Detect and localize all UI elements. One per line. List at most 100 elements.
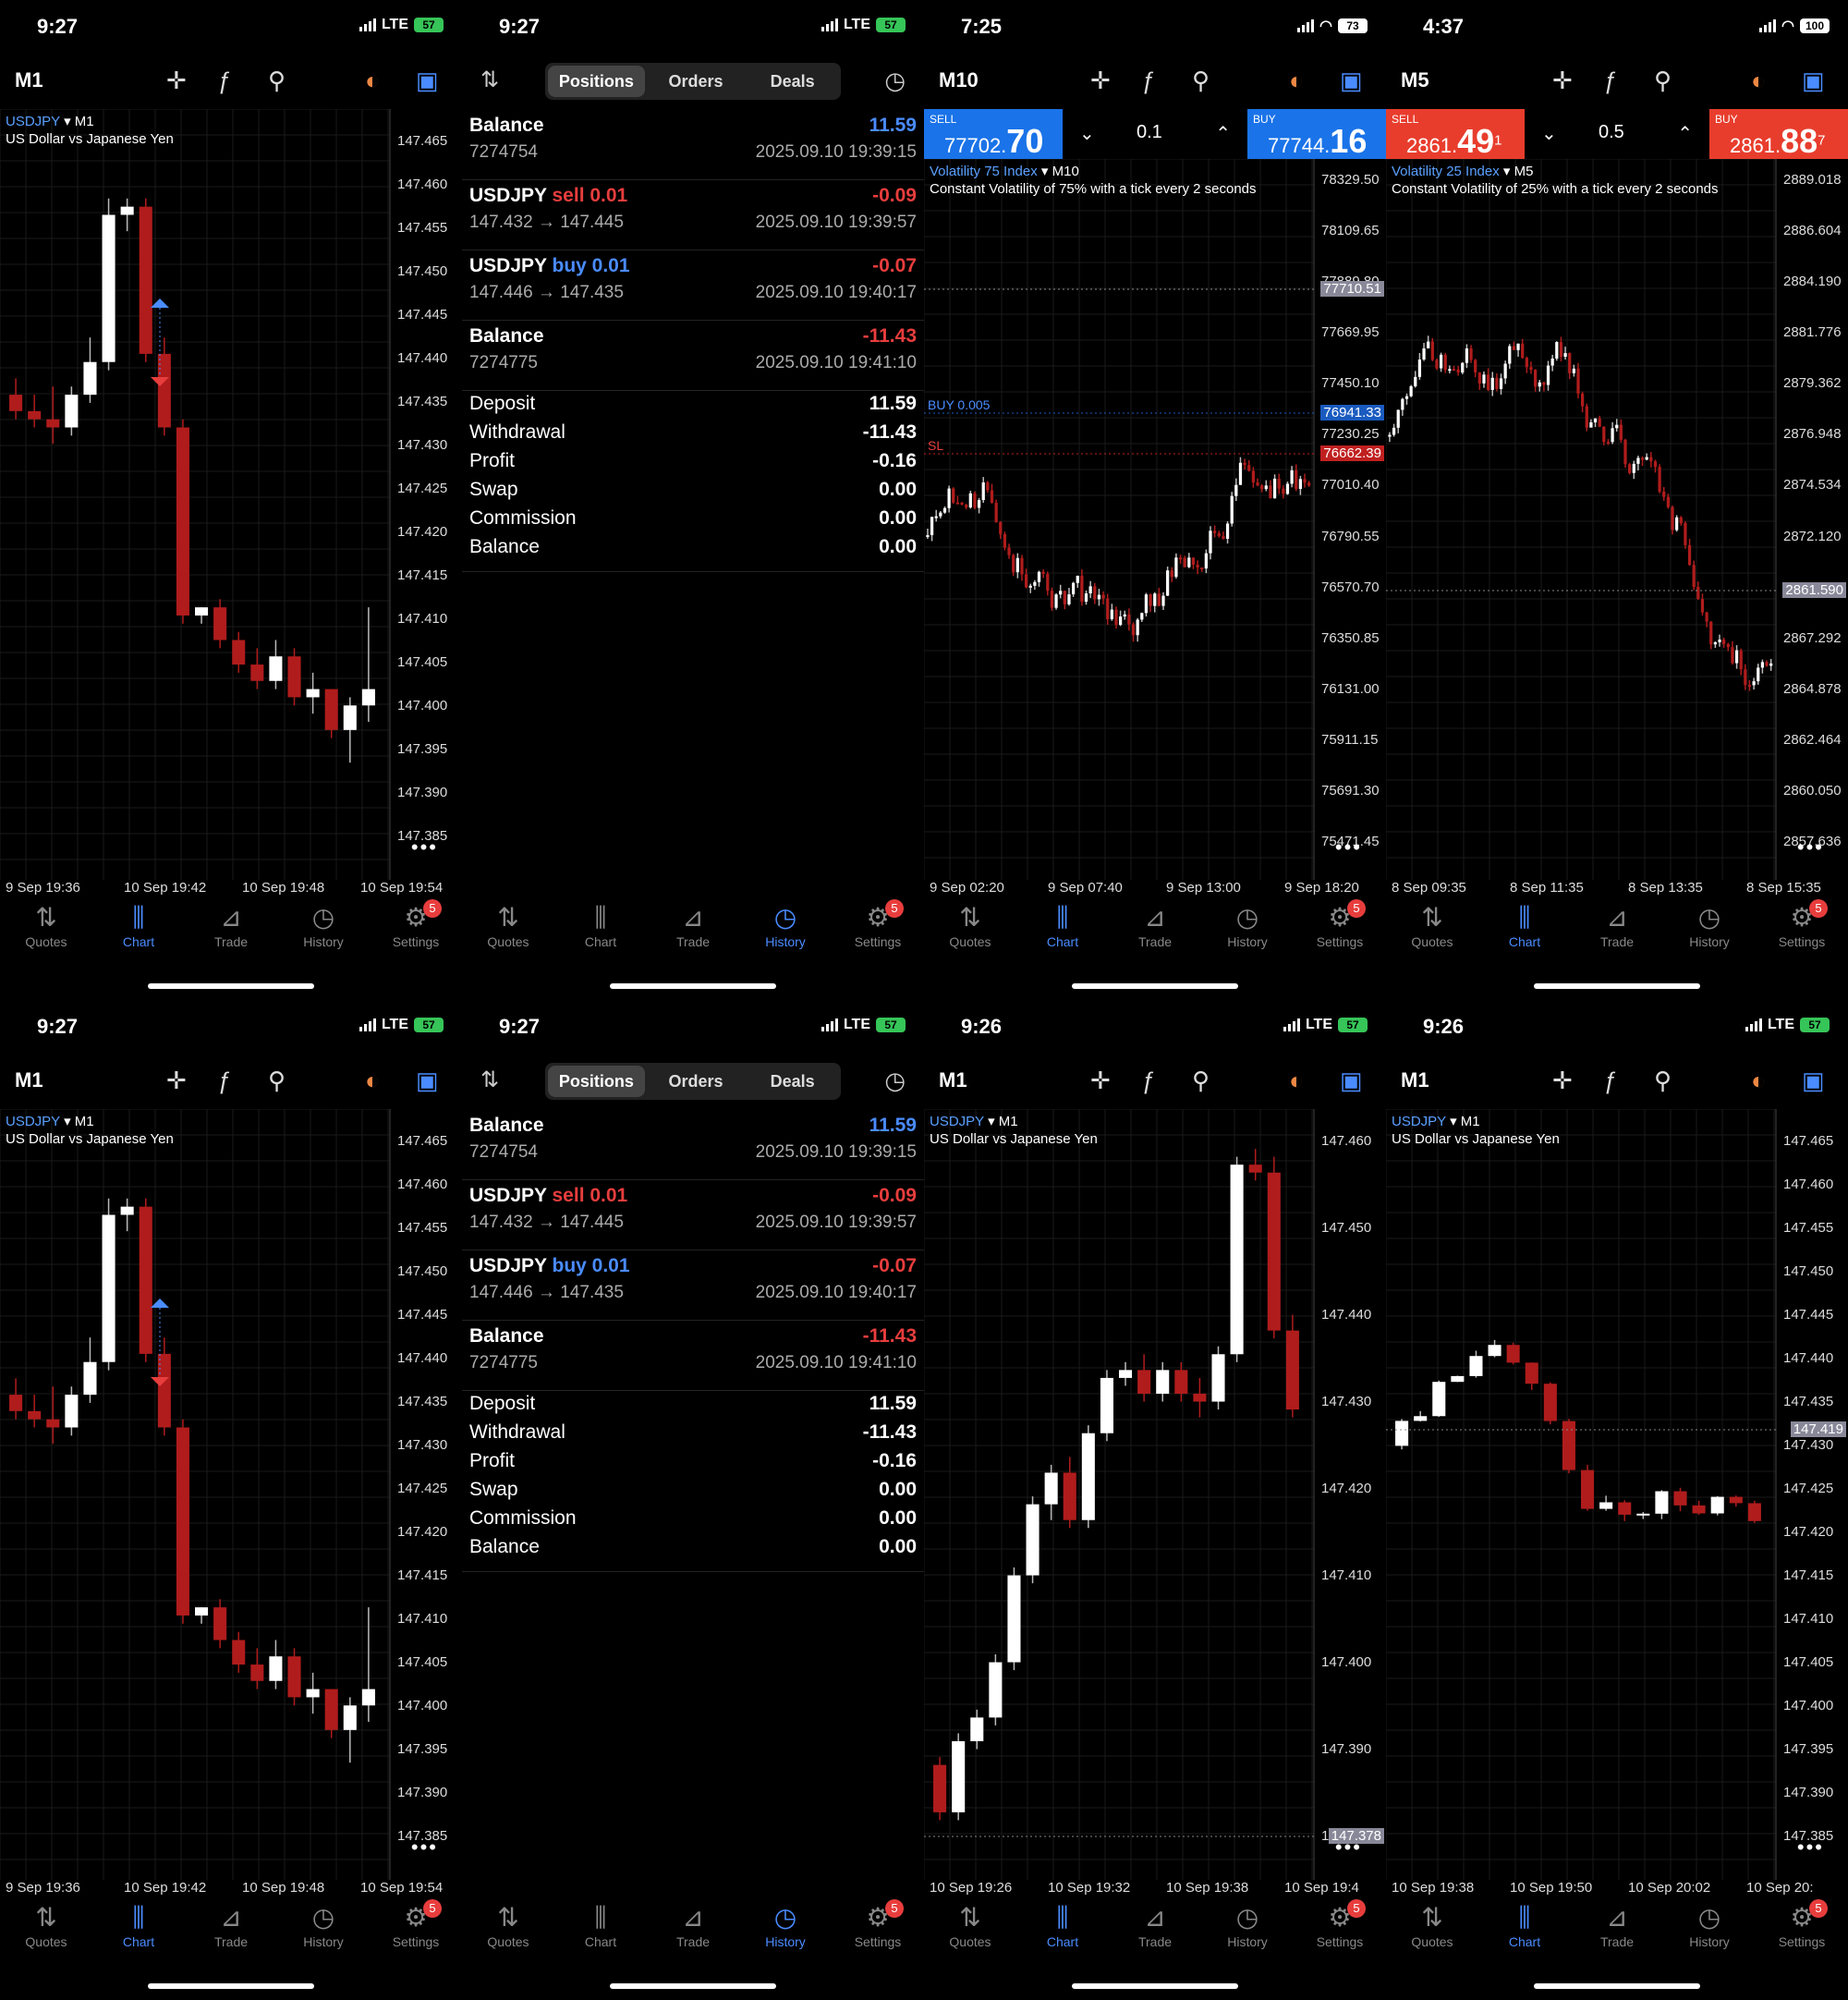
indicator-icon[interactable]: ƒ xyxy=(1142,1067,1156,1094)
nav-quotes[interactable]: ⇅ Quotes xyxy=(462,901,554,966)
account-icon[interactable]: ▣ xyxy=(1802,67,1825,94)
chart-symbol[interactable]: USDJPY ▾ M1 xyxy=(930,1113,1018,1129)
deal-row[interactable]: USDJPY sell 0.01 147.432 → 147.445 -0.09 20… xyxy=(462,1179,924,1250)
more-icon[interactable]: ••• xyxy=(1334,835,1362,859)
nav-quotes[interactable]: ⇅ Quotes xyxy=(924,1901,1016,1966)
nav-chart[interactable]: ⫼ Chart xyxy=(554,1901,647,1966)
tab-deals[interactable]: Deals xyxy=(770,72,815,91)
nav-history[interactable]: ◷ History xyxy=(277,901,370,966)
chart-area[interactable]: USDJPY ▾ M1 US Dollar vs Japanese Yen 147.… xyxy=(0,109,462,880)
trade-mode-icon[interactable]: ◐ xyxy=(365,1067,380,1094)
volume-value[interactable]: 0.1 xyxy=(1137,122,1162,142)
nav-settings[interactable]: ⚙ Settings 5 xyxy=(1294,1899,1386,1966)
nav-chart[interactable]: ⫼ Chart xyxy=(1478,1901,1571,1966)
deal-row[interactable]: USDJPY sell 0.01 147.432 → 147.445 -0.09 20… xyxy=(462,179,924,250)
crosshair-icon[interactable]: ✛ xyxy=(1552,67,1573,94)
tab-positions[interactable]: Positions xyxy=(548,66,645,97)
nav-quotes[interactable]: ⇅ Quotes xyxy=(1386,1901,1478,1966)
nav-settings[interactable]: ⚙ Settings 5 xyxy=(1294,899,1386,966)
crosshair-icon[interactable]: ✛ xyxy=(1090,67,1111,94)
nav-history[interactable]: ◷ History xyxy=(739,901,832,966)
trade-mode-icon[interactable]: ◐ xyxy=(1289,1067,1304,1094)
timeframe-button[interactable]: M10 xyxy=(939,68,979,91)
chart-symbol[interactable]: Volatility 25 Index ▾ M5 xyxy=(1392,163,1533,179)
chart-area[interactable]: Volatility 25 Index ▾ M5 Constant Volatil… xyxy=(1386,159,1848,880)
nav-trade[interactable]: ⊿ Trade xyxy=(185,901,277,966)
nav-quotes[interactable]: ⇅ Quotes xyxy=(924,901,1016,966)
indicator-icon[interactable]: ƒ xyxy=(1604,1067,1618,1094)
nav-history[interactable]: ◷ History xyxy=(1663,901,1756,966)
nav-trade[interactable]: ⊿ Trade xyxy=(647,1901,739,1966)
crosshair-icon[interactable]: ✛ xyxy=(166,1067,187,1094)
nav-chart[interactable]: ⫼ Chart xyxy=(92,901,185,966)
trade-mode-icon[interactable]: ◐ xyxy=(1751,67,1766,94)
nav-chart[interactable]: ⫼ Chart xyxy=(92,1901,185,1966)
nav-settings[interactable]: ⚙ Settings 5 xyxy=(1756,1899,1848,1966)
volume-up-icon[interactable]: ⌃ xyxy=(1215,124,1231,144)
objects-icon[interactable]: ⚲ xyxy=(268,67,286,94)
nav-settings[interactable]: ⚙ Settings 5 xyxy=(832,899,924,966)
nav-trade[interactable]: ⊿ Trade xyxy=(1109,901,1201,966)
nav-history[interactable]: ◷ History xyxy=(277,1901,370,1966)
nav-chart[interactable]: ⫼ Chart xyxy=(1016,901,1109,966)
chart-area[interactable]: USDJPY ▾ M1 US Dollar vs Japanese Yen 147.… xyxy=(924,1109,1386,1880)
nav-trade[interactable]: ⊿ Trade xyxy=(185,1901,277,1966)
tab-orders[interactable]: Orders xyxy=(668,1072,723,1091)
chart-symbol[interactable]: USDJPY ▾ M1 xyxy=(1392,1113,1480,1129)
account-icon[interactable]: ▣ xyxy=(1802,1067,1825,1094)
tab-positions[interactable]: Positions xyxy=(548,1066,645,1097)
nav-quotes[interactable]: ⇅ Quotes xyxy=(1386,901,1478,966)
more-icon[interactable]: ••• xyxy=(410,1835,438,1859)
account-icon[interactable]: ▣ xyxy=(416,1067,439,1094)
deal-row[interactable]: Balance 7274775 -11.43 2025.09.10 19:41:10 xyxy=(462,320,924,391)
more-icon[interactable]: ••• xyxy=(410,835,438,859)
chart-area[interactable]: USDJPY ▾ M1 US Dollar vs Japanese Yen 147.… xyxy=(1386,1109,1848,1880)
nav-settings[interactable]: ⚙ Settings 5 xyxy=(370,1899,462,1966)
account-icon[interactable]: ▣ xyxy=(1340,1067,1363,1094)
crosshair-icon[interactable]: ✛ xyxy=(1552,1067,1573,1094)
nav-trade[interactable]: ⊿ Trade xyxy=(1571,1901,1663,1966)
period-icon[interactable]: ◷ xyxy=(884,67,906,94)
nav-settings[interactable]: ⚙ Settings 5 xyxy=(370,899,462,966)
timeframe-button[interactable]: M1 xyxy=(1401,1068,1429,1091)
objects-icon[interactable]: ⚲ xyxy=(1192,1067,1210,1094)
tab-deals[interactable]: Deals xyxy=(770,1072,815,1091)
trade-mode-icon[interactable]: ◐ xyxy=(1751,1067,1766,1094)
deal-row[interactable]: USDJPY buy 0.01 147.446 → 147.435 -0.07 202… xyxy=(462,250,924,321)
timeframe-button[interactable]: M1 xyxy=(939,1068,967,1091)
indicator-icon[interactable]: ƒ xyxy=(218,67,232,94)
volume-value[interactable]: 0.5 xyxy=(1599,122,1624,142)
period-icon[interactable]: ◷ xyxy=(884,1067,906,1094)
indicator-icon[interactable]: ƒ xyxy=(1604,67,1618,94)
nav-quotes[interactable]: ⇅ Quotes xyxy=(462,1901,554,1966)
buy-button[interactable]: BUY 77744.16 xyxy=(1247,109,1386,160)
nav-history[interactable]: ◷ History xyxy=(1201,1901,1294,1966)
nav-history[interactable]: ◷ History xyxy=(1201,901,1294,966)
more-icon[interactable]: ••• xyxy=(1796,1835,1824,1859)
chart-symbol[interactable]: USDJPY ▾ M1 xyxy=(6,1113,94,1129)
sort-icon[interactable]: ⇅ xyxy=(480,1067,500,1092)
account-icon[interactable]: ▣ xyxy=(1340,67,1363,94)
nav-quotes[interactable]: ⇅ Quotes xyxy=(0,1901,92,1966)
volume-up-icon[interactable]: ⌃ xyxy=(1677,124,1693,144)
account-icon[interactable]: ▣ xyxy=(416,67,439,94)
objects-icon[interactable]: ⚲ xyxy=(1654,1067,1672,1094)
nav-settings[interactable]: ⚙ Settings 5 xyxy=(1756,899,1848,966)
volume-down-icon[interactable]: ⌄ xyxy=(1541,124,1557,144)
nav-chart[interactable]: ⫼ Chart xyxy=(1016,1901,1109,1966)
deal-row[interactable]: Balance 7274754 11.59 2025.09.10 19:39:15 xyxy=(462,109,924,180)
nav-quotes[interactable]: ⇅ Quotes xyxy=(0,901,92,966)
tab-orders[interactable]: Orders xyxy=(668,72,723,91)
indicator-icon[interactable]: ƒ xyxy=(1142,67,1156,94)
crosshair-icon[interactable]: ✛ xyxy=(1090,1067,1111,1094)
trade-mode-icon[interactable]: ◐ xyxy=(365,67,380,94)
trade-mode-icon[interactable]: ◐ xyxy=(1289,67,1304,94)
more-icon[interactable]: ••• xyxy=(1796,835,1824,859)
timeframe-button[interactable]: M5 xyxy=(1401,68,1429,91)
buy-button[interactable]: BUY 2861.887 xyxy=(1709,109,1848,160)
nav-history[interactable]: ◷ History xyxy=(1663,1901,1756,1966)
volume-down-icon[interactable]: ⌄ xyxy=(1079,124,1095,144)
chart-area[interactable]: Volatility 75 Index ▾ M10 Constant Volati… xyxy=(924,159,1386,880)
timeframe-button[interactable]: M1 xyxy=(15,1068,43,1091)
sell-button[interactable]: SELL 77702.70 xyxy=(924,109,1063,160)
